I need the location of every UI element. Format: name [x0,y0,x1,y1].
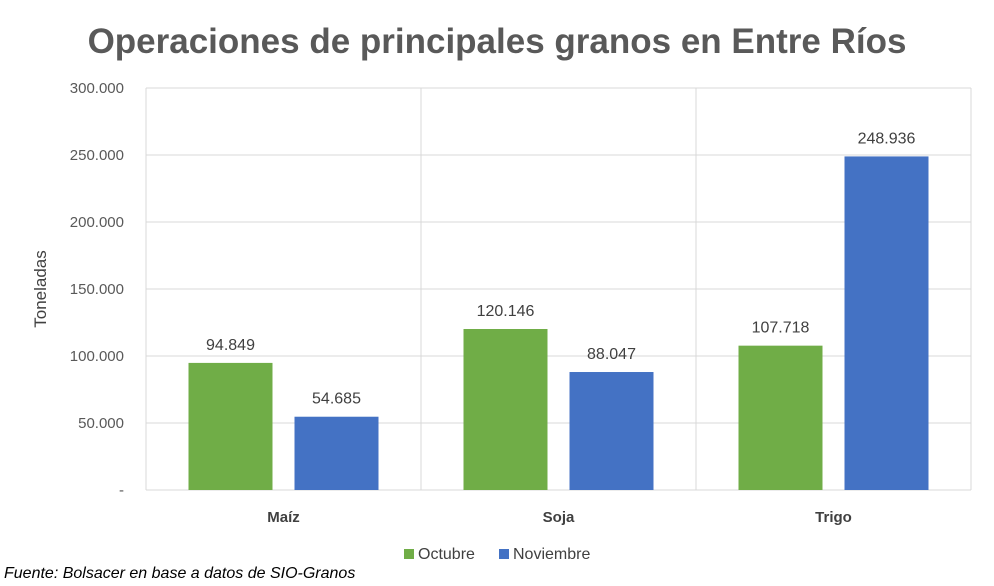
x-category-label: Soja [543,509,575,526]
y-tick-label: - [119,482,124,499]
y-axis-ticks: - 50.000 100.000 150.000 200.000 250.000 300.0… [70,80,124,499]
data-label: 54.685 [312,391,361,408]
x-axis-categories: Maíz Soja Trigo [267,509,852,526]
legend-label: Noviembre [513,546,590,563]
x-category-label: Trigo [815,509,852,526]
bar-octubre-1 [463,329,548,490]
x-category-label: Maíz [267,509,300,526]
y-tick-label: 200.000 [70,214,124,231]
legend: Octubre Noviembre [404,546,590,563]
bar-noviembre-0 [294,416,379,490]
data-label: 88.047 [587,346,636,363]
data-label: 120.146 [477,303,535,320]
gridlines [145,87,972,491]
source-note: Fuente: Bolsacer en base a datos de SIO-… [4,565,356,582]
data-label: 94.849 [206,337,255,354]
bar-octubre-0 [188,362,273,490]
y-tick-label: 300.000 [70,80,124,97]
y-tick-label: 50.000 [78,415,124,432]
legend-label: Octubre [418,546,475,563]
bar-noviembre-2 [844,156,929,490]
bar-octubre-2 [738,345,823,490]
y-tick-label: 150.000 [70,281,124,298]
y-axis-label: Toneladas [31,250,50,328]
chart-title: Operaciones de principales granos en Ent… [88,22,907,61]
y-tick-label: 100.000 [70,348,124,365]
data-label: 107.718 [752,320,810,337]
bar-noviembre-1 [569,372,654,490]
legend-swatch-octubre [404,549,414,559]
bars: 94.849 54.685 120.146 88.047 107.718 248.936 [188,130,929,490]
legend-swatch-noviembre [499,549,509,559]
data-label: 248.936 [858,130,916,147]
y-tick-label: 250.000 [70,147,124,164]
